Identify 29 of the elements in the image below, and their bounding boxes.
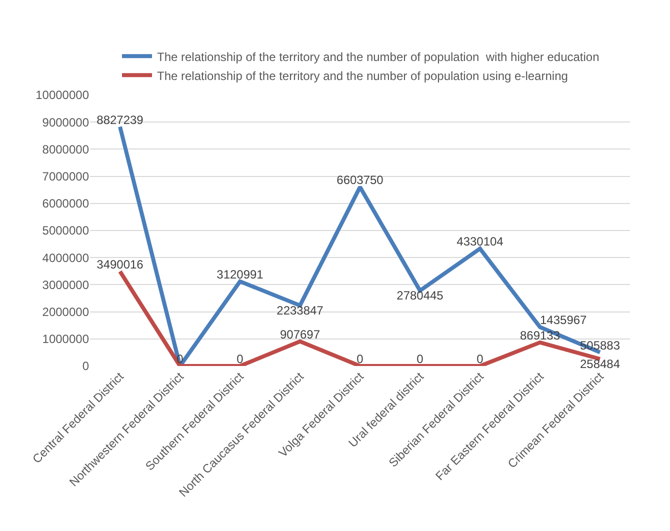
data-label: 0 [236, 352, 244, 366]
data-label: 1435967 [540, 313, 588, 328]
legend-label: The relationship of the territory and the number of population using e-learning [157, 68, 568, 83]
data-label: 3120991 [216, 267, 264, 282]
y-tick-label: 9000000 [42, 115, 90, 130]
y-tick-label: 10000000 [36, 88, 90, 102]
data-label: 0 [176, 352, 184, 366]
legend-label: The relationship of the territory and the number of population with higher education [157, 50, 600, 64]
data-label: 0 [416, 352, 424, 366]
data-label: 2233847 [276, 303, 324, 318]
y-tick-label: 8000000 [42, 142, 90, 156]
y-tick-label: 6000000 [42, 196, 90, 211]
data-label: 0 [476, 352, 484, 366]
data-label: 907697 [280, 327, 320, 342]
data-label: 3490016 [96, 257, 144, 272]
y-tick-label: 5000000 [42, 224, 90, 238]
y-tick-label: 1000000 [42, 332, 90, 346]
y-tick-label: 3000000 [42, 278, 90, 292]
data-label: 0 [356, 352, 364, 366]
data-label: 8827239 [96, 112, 144, 127]
y-tick-label: 4000000 [42, 250, 90, 265]
y-tick-label: 0 [82, 359, 90, 374]
data-label: 258484 [580, 357, 620, 371]
data-label: 6603750 [336, 173, 384, 188]
y-tick-label: 7000000 [42, 170, 90, 184]
data-label: 869133 [520, 328, 560, 342]
y-tick-label: 2000000 [42, 305, 90, 319]
data-label: 2780445 [396, 288, 444, 303]
data-label: 4330104 [456, 234, 504, 249]
